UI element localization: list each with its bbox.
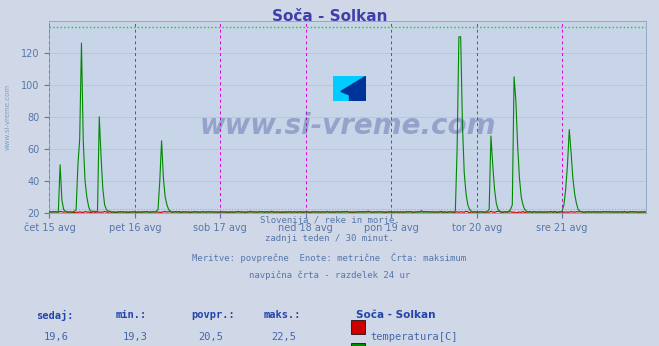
Text: maks.:: maks.: bbox=[264, 310, 301, 320]
Text: navpična črta - razdelek 24 ur: navpična črta - razdelek 24 ur bbox=[249, 270, 410, 280]
Text: Soča - Solkan: Soča - Solkan bbox=[356, 310, 436, 320]
Bar bbox=[333, 76, 349, 101]
Bar bbox=[349, 76, 366, 101]
Text: sedaj:: sedaj: bbox=[36, 310, 74, 321]
Text: 20,5: 20,5 bbox=[198, 332, 223, 342]
Text: www.si-vreme.com: www.si-vreme.com bbox=[5, 84, 11, 150]
Text: min.:: min.: bbox=[115, 310, 146, 320]
Text: temperatura[C]: temperatura[C] bbox=[370, 332, 458, 342]
Text: 19,6: 19,6 bbox=[43, 332, 69, 342]
Text: 19,3: 19,3 bbox=[123, 332, 148, 342]
Text: 22,5: 22,5 bbox=[271, 332, 296, 342]
Text: Slovenija / reke in morje.: Slovenija / reke in morje. bbox=[260, 216, 399, 225]
Polygon shape bbox=[333, 76, 366, 101]
Polygon shape bbox=[341, 76, 366, 101]
Text: povpr.:: povpr.: bbox=[191, 310, 235, 320]
Text: www.si-vreme.com: www.si-vreme.com bbox=[200, 112, 496, 140]
Text: Soča - Solkan: Soča - Solkan bbox=[272, 9, 387, 24]
Text: Meritve: povprečne  Enote: metrične  Črta: maksimum: Meritve: povprečne Enote: metrične Črta:… bbox=[192, 252, 467, 263]
Polygon shape bbox=[333, 76, 366, 91]
Text: zadnji teden / 30 minut.: zadnji teden / 30 minut. bbox=[265, 234, 394, 243]
